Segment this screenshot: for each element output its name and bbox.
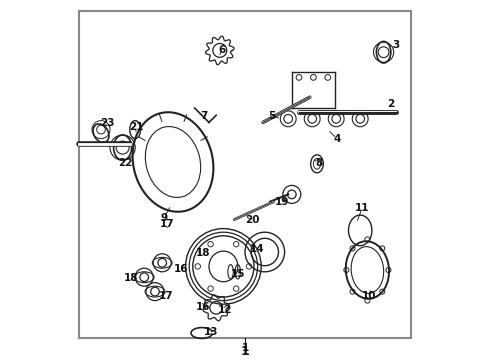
Text: 1: 1 [241,345,249,358]
Text: 9: 9 [160,213,168,223]
Text: 23: 23 [100,118,115,128]
Text: 18: 18 [196,248,210,258]
Text: 16: 16 [196,302,210,312]
Text: 12: 12 [218,305,232,315]
Text: 8: 8 [315,158,322,168]
Text: 16: 16 [174,264,189,274]
Text: 11: 11 [355,203,369,213]
Text: 13: 13 [203,327,218,337]
Text: 18: 18 [123,273,138,283]
Text: 17: 17 [160,219,174,229]
Text: 15: 15 [231,269,246,279]
Text: 20: 20 [245,215,259,225]
Text: 19: 19 [275,197,289,207]
Text: 2: 2 [388,99,395,109]
Text: 7: 7 [200,111,207,121]
Text: 17: 17 [158,291,173,301]
Text: 3: 3 [392,40,400,50]
Text: 6: 6 [218,45,225,55]
Text: 22: 22 [118,158,132,168]
Text: 1: 1 [242,343,248,354]
Text: 21: 21 [129,122,143,132]
Text: 14: 14 [250,244,265,254]
Text: 5: 5 [269,111,275,121]
Text: 10: 10 [362,291,376,301]
Text: 4: 4 [333,134,341,144]
